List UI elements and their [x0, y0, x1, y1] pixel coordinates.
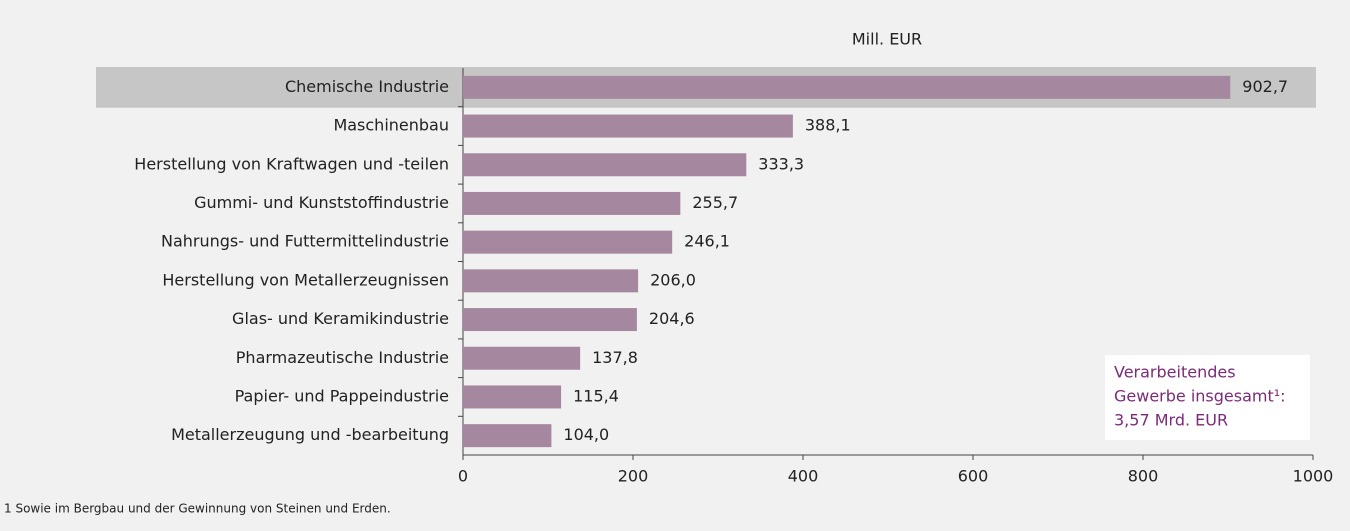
- bar: [463, 269, 639, 293]
- bar: [463, 385, 562, 409]
- bar: [463, 230, 673, 254]
- bar: [463, 114, 793, 138]
- bar: [463, 346, 581, 370]
- x-tick-label: 0: [458, 467, 468, 486]
- y-tick-label: Gummi- und Kunststoffindustrie: [194, 193, 449, 212]
- value-label: 204,6: [649, 309, 695, 328]
- value-label: 137,8: [592, 348, 638, 367]
- y-tick-label: Metallerzeugung und -bearbeitung: [171, 425, 449, 444]
- y-tick-label: Herstellung von Kraftwagen und -teilen: [134, 154, 449, 173]
- annotation: Verarbeitendes: [1114, 363, 1236, 382]
- annotation: Gewerbe insgesamt¹:: [1114, 387, 1286, 406]
- value-label: 333,3: [758, 154, 804, 173]
- bar: [463, 191, 681, 215]
- value-label: 246,1: [684, 232, 730, 251]
- annotation: 3,57 Mrd. EUR: [1114, 411, 1228, 430]
- x-tick-label: 800: [1128, 467, 1159, 486]
- y-tick-label: Nahrungs- und Futtermittelindustrie: [161, 232, 449, 251]
- value-label: 206,0: [650, 270, 696, 289]
- y-tick-label: Herstellung von Metallerzeugnissen: [162, 270, 449, 289]
- x-tick-label: 1000: [1293, 467, 1334, 486]
- y-tick-label: Pharmazeutische Industrie: [236, 348, 449, 367]
- footnote: 1 Sowie im Bergbau und der Gewinnung von…: [4, 502, 391, 516]
- bar: [463, 424, 552, 448]
- bar: [463, 308, 637, 332]
- value-label: 104,0: [563, 425, 609, 444]
- value-label: 388,1: [805, 116, 851, 135]
- y-tick-label: Maschinenbau: [333, 116, 449, 135]
- value-label: 255,7: [692, 193, 738, 212]
- bar: [463, 75, 1231, 99]
- y-tick-label: Glas- und Keramikindustrie: [232, 309, 449, 328]
- x-tick-label: 400: [788, 467, 819, 486]
- x-tick-label: 200: [618, 467, 649, 486]
- x-tick-label: 600: [958, 467, 989, 486]
- bar: [463, 153, 747, 177]
- y-tick-label: Chemische Industrie: [285, 77, 449, 96]
- value-label: 115,4: [573, 386, 619, 405]
- axis-label: Mill. EUR: [852, 30, 922, 49]
- annotation-box: [1105, 355, 1310, 440]
- y-tick-label: Papier- und Pappeindustrie: [235, 386, 449, 405]
- value-label: 902,7: [1242, 77, 1288, 96]
